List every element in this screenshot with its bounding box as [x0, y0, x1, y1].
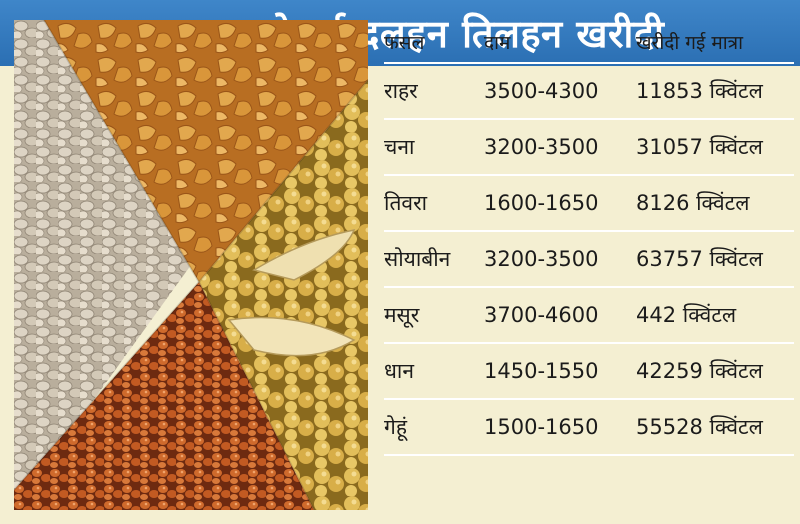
column-header-price: दाम — [484, 32, 511, 54]
quantity-cell: 42259 क्विंटल — [636, 359, 763, 383]
quantity-cell: 11853 क्विंटल — [636, 79, 763, 103]
price-cell: 3200-3500 — [484, 135, 599, 159]
table-row: धान 1450-1550 42259 क्विंटल — [384, 344, 794, 400]
table-row: राहर 3500-4300 11853 क्विंटल — [384, 64, 794, 120]
crop-cell: धान — [384, 359, 415, 383]
table-row: तिवरा 1600-1650 8126 क्विंटल — [384, 176, 794, 232]
crop-cell: मसूर — [384, 303, 420, 327]
price-cell: 1450-1550 — [484, 359, 599, 383]
table-row: गेहूं 1500-1650 55528 क्विंटल — [384, 400, 794, 456]
quantity-cell: 31057 क्विंटल — [636, 135, 763, 159]
crop-cell: चना — [384, 135, 415, 159]
crop-cell: राहर — [384, 79, 418, 103]
price-cell: 1600-1650 — [484, 191, 599, 215]
quantity-cell: 55528 क्विंटल — [636, 415, 763, 439]
table-row: सोयाबीन 3200-3500 63757 क्विंटल — [384, 232, 794, 288]
quantity-cell: 8126 क्विंटल — [636, 191, 750, 215]
table-row: मसूर 3700-4600 442 क्विंटल — [384, 288, 794, 344]
purchase-table: फसल दाम खरीदी गई मात्रा राहर 3500-4300 1… — [384, 22, 794, 456]
table-row: चना 3200-3500 31057 क्विंटल — [384, 120, 794, 176]
table-header-row: फसल दाम खरीदी गई मात्रा — [384, 22, 794, 64]
column-header-quantity: खरीदी गई मात्रा — [636, 32, 744, 54]
price-cell: 3200-3500 — [484, 247, 599, 271]
column-header-crop: फसल — [384, 32, 425, 54]
quantity-cell: 442 क्विंटल — [636, 303, 737, 327]
pulses-photo — [14, 20, 368, 510]
crop-cell: सोयाबीन — [384, 247, 451, 271]
crop-cell: गेहूं — [384, 415, 407, 439]
price-cell: 1500-1650 — [484, 415, 599, 439]
price-cell: 3700-4600 — [484, 303, 599, 327]
quantity-cell: 63757 क्विंटल — [636, 247, 763, 271]
price-cell: 3500-4300 — [484, 79, 599, 103]
crop-cell: तिवरा — [384, 191, 428, 215]
